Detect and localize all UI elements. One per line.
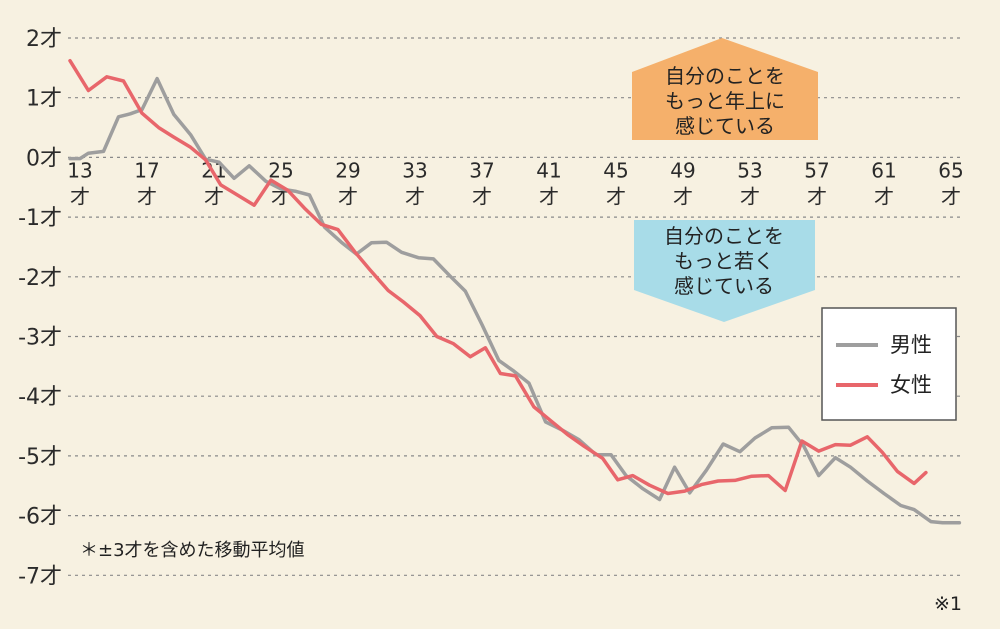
younger-callout-line-1: 自分のことを — [664, 224, 784, 248]
x-tick-label: 53 — [737, 158, 762, 182]
y-tick-label: -1才 — [18, 206, 62, 231]
series-lines — [68, 58, 962, 525]
younger-callout-line-2: もっと若く — [674, 249, 774, 273]
x-tick-label: 45 — [603, 158, 628, 182]
x-tick-label: 25 — [268, 158, 293, 182]
x-tick-label: 13 — [67, 158, 92, 182]
older-callout-line-2: もっと年上に — [665, 89, 785, 113]
y-tick-label: -5才 — [18, 445, 62, 470]
y-tick-label: -6才 — [18, 505, 62, 530]
y-tick-label: 0才 — [26, 146, 62, 171]
x-tick-unit: 才 — [204, 184, 224, 208]
x-tick-unit: 才 — [874, 184, 894, 208]
younger-callout-shape — [634, 220, 815, 322]
x-tick-label: 61 — [871, 158, 896, 182]
x-tick-label: 29 — [335, 158, 360, 182]
x-tick-label: 49 — [670, 158, 695, 182]
x-tick-unit: 才 — [606, 184, 626, 208]
y-tick-label: -2才 — [18, 266, 62, 291]
y-tick-label: 2才 — [26, 27, 62, 52]
older-callout-line-3: 感じている — [675, 114, 775, 138]
series-line-female — [68, 58, 928, 496]
series-line-male — [68, 76, 962, 525]
y-axis-tick-labels: 2才 1才 0才 -1才 -2才 -3才 -4才 -5才 -6才 -7才 — [18, 27, 62, 589]
moving-average-note: ＊±3才を含めた移動平均値 — [80, 540, 305, 561]
legend: 男性 女性 — [821, 307, 957, 421]
x-tick-label: 17 — [134, 158, 159, 182]
legend-label-male: 男性 — [890, 333, 932, 357]
x-tick-label: 37 — [469, 158, 494, 182]
x-axis-tick-labels: 13才17才21才25才29才33才37才41才45才49才53才57才61才6… — [67, 158, 963, 208]
x-tick-label: 33 — [402, 158, 427, 182]
x-tick-unit: 才 — [941, 184, 961, 208]
x-tick-unit: 才 — [338, 184, 358, 208]
x-tick-unit: 才 — [740, 184, 760, 208]
x-tick-unit: 才 — [807, 184, 827, 208]
y-tick-label: 1才 — [26, 87, 62, 112]
x-tick-label: 65 — [938, 158, 963, 182]
older-callout: 自分のことを もっと年上に 感じている — [632, 38, 818, 140]
younger-callout: 自分のことを もっと若く 感じている — [634, 220, 815, 322]
x-tick-unit: 才 — [405, 184, 425, 208]
y-tick-label: -4才 — [18, 385, 62, 410]
older-callout-line-1: 自分のことを — [665, 64, 785, 88]
x-tick-label: 57 — [804, 158, 829, 182]
x-tick-label: 41 — [536, 158, 561, 182]
x-tick-unit: 才 — [673, 184, 693, 208]
younger-callout-line-3: 感じている — [674, 274, 774, 298]
x-tick-unit: 才 — [70, 184, 90, 208]
grid-lines — [68, 37, 962, 576]
older-callout-shape — [632, 38, 818, 140]
x-tick-unit: 才 — [539, 184, 559, 208]
x-tick-unit: 才 — [137, 184, 157, 208]
y-tick-label: -7才 — [18, 564, 62, 589]
legend-box — [821, 307, 957, 421]
x-tick-unit: 才 — [472, 184, 492, 208]
reference-mark: ※1 — [934, 593, 962, 615]
legend-label-female: 女性 — [890, 373, 932, 397]
y-tick-label: -3才 — [18, 326, 62, 351]
